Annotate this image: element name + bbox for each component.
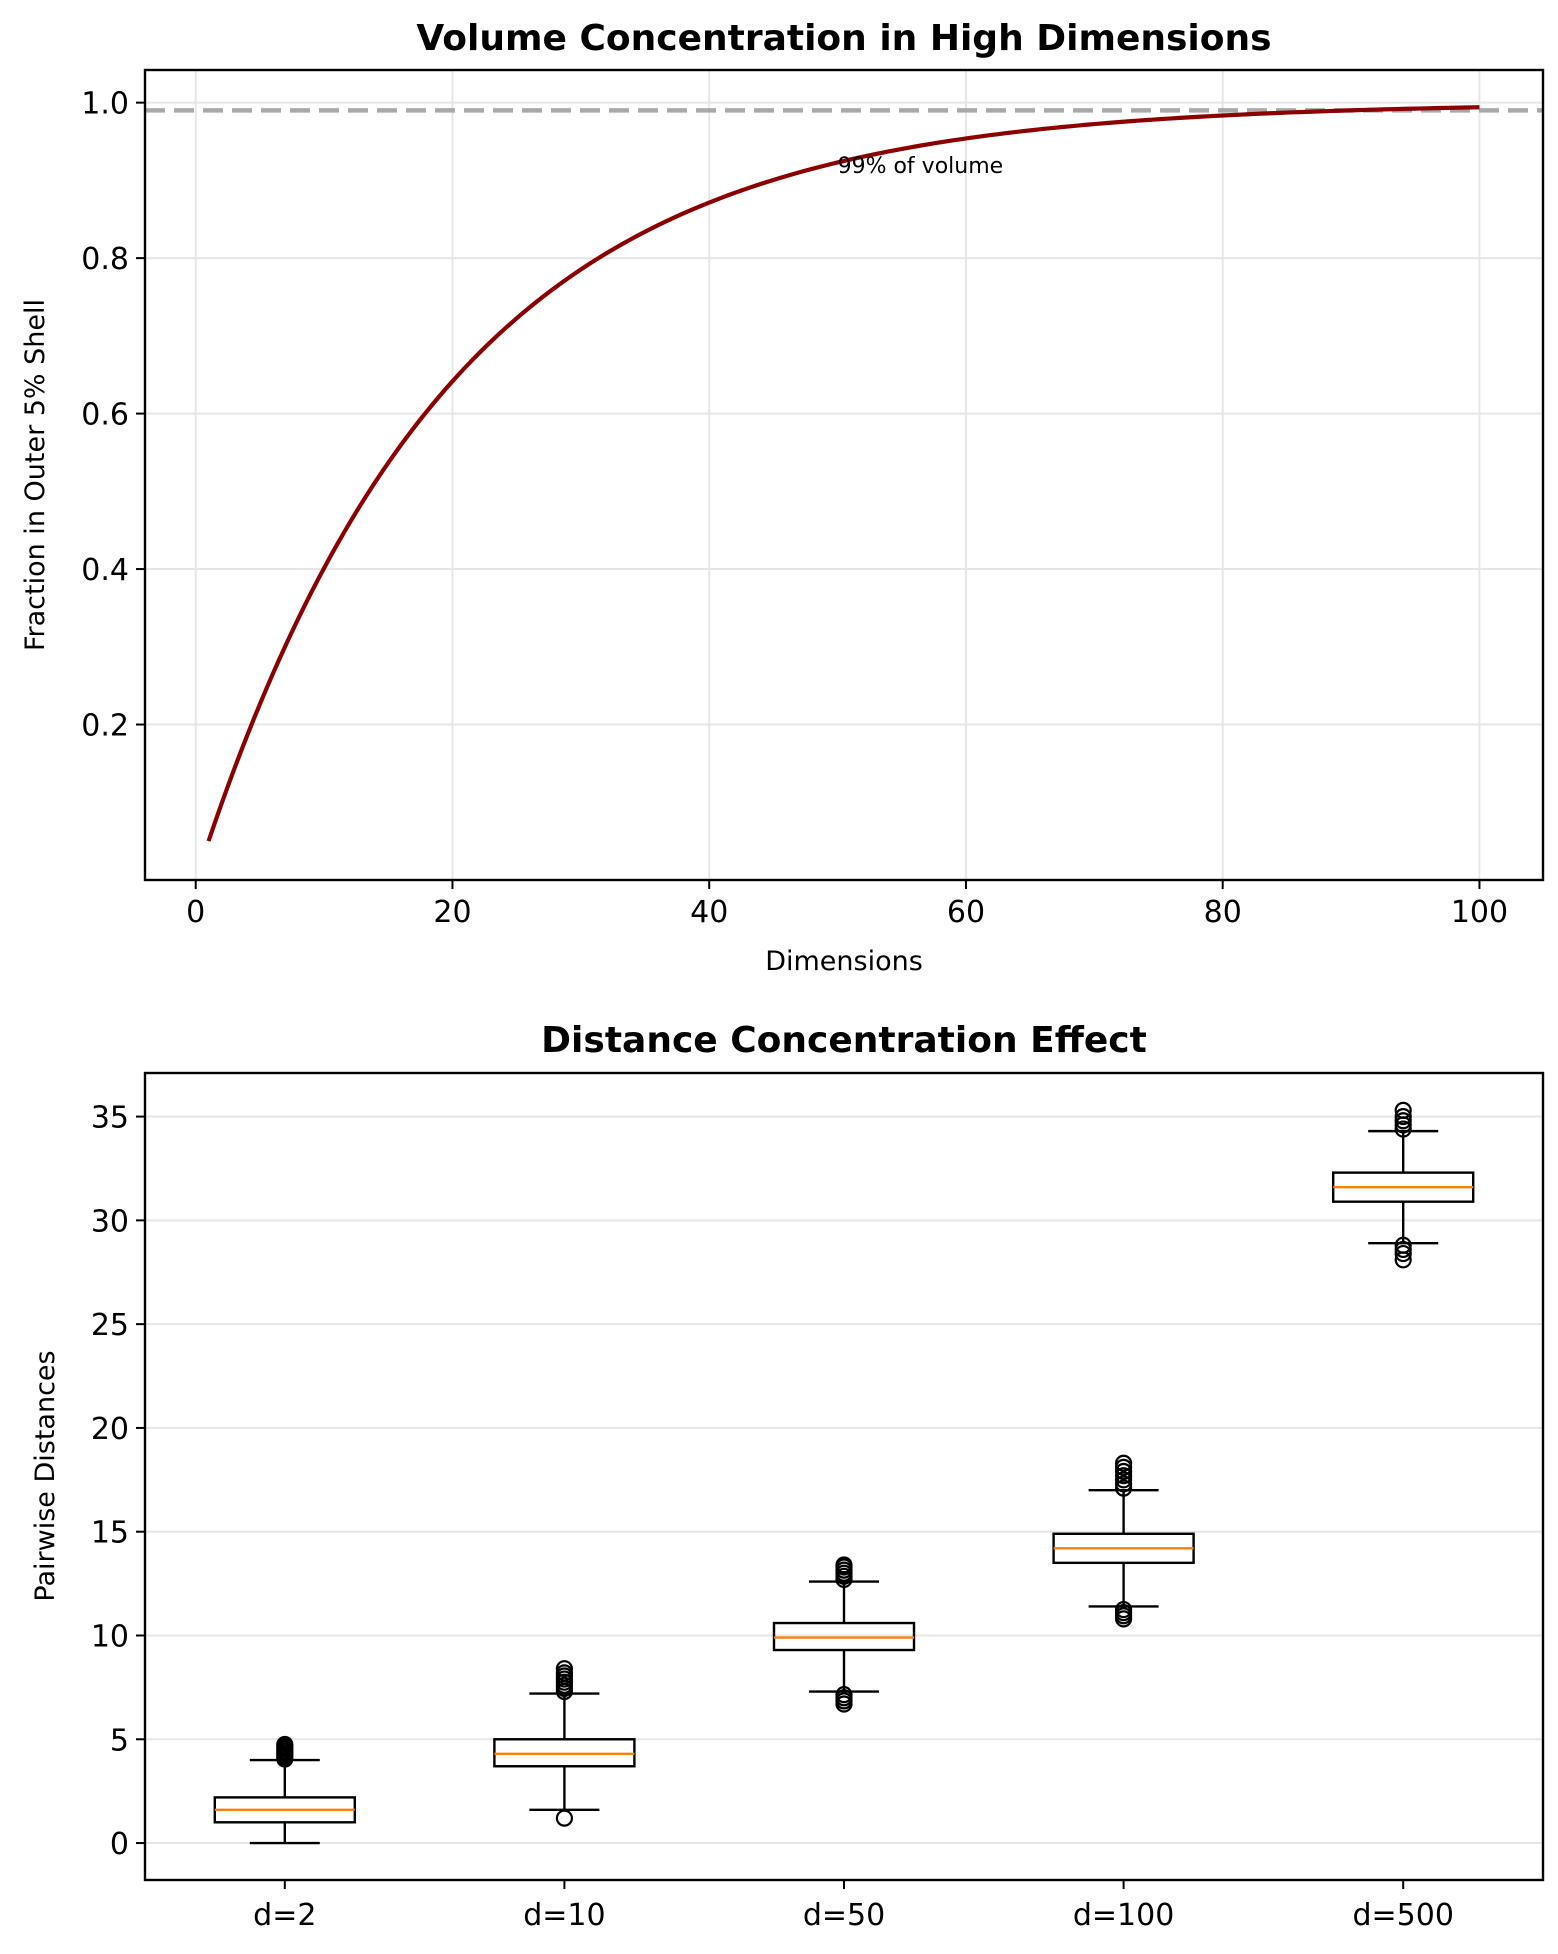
x-tick-label: 20 (433, 895, 471, 930)
y-tick-label: 35 (91, 1101, 129, 1136)
x-tick-label: 100 (1451, 895, 1508, 930)
volume-chart-frame (143, 68, 1545, 882)
distance-chart-ticks: 0 5 10 15 20 25 30 35 d=2 d=10 d=50 d=100 d=500 (91, 1101, 1454, 1933)
box-d=50 (772, 1556, 916, 1713)
box-d=2 (213, 1735, 357, 1845)
y-tick-label: 0.2 (81, 709, 129, 744)
x-tick-label: d=100 (1073, 1898, 1174, 1933)
distance-chart-title: Distance Concentration Effect (541, 1020, 1147, 1061)
y-tick-label: 15 (91, 1516, 129, 1551)
annotation-99-volume: 99% of volume (838, 154, 1004, 179)
x-tick-label: 80 (1204, 895, 1242, 930)
volume-chart-ylabel: Fraction in Outer 5% Shell (20, 299, 51, 651)
y-tick-label: 0.4 (81, 553, 129, 588)
box-d=500 (1331, 1101, 1475, 1269)
outlier-point (1394, 1101, 1412, 1119)
outlier-point (835, 1686, 853, 1704)
outlier-point (1394, 1107, 1412, 1126)
distance-chart-boxes (213, 1101, 1475, 1845)
y-tick-label: 25 (91, 1308, 129, 1343)
outlier-point (1114, 1600, 1133, 1619)
y-tick-label: 0.6 (81, 398, 129, 433)
volume-chart: 0 20 40 60 80 100 0.2 0.4 0.6 0.8 1.0 99% of volum… (20, 18, 1545, 977)
y-tick-label: 10 (91, 1619, 129, 1654)
distance-chart-ylabel: Pairwise Distances (30, 1350, 61, 1601)
outlier-point (835, 1556, 853, 1574)
y-tick-label: 0 (110, 1827, 129, 1862)
x-tick-label: d=10 (523, 1898, 605, 1933)
volume-chart-ticks: 0 20 40 60 80 100 0.2 0.4 0.6 0.8 1.0 (81, 87, 1508, 930)
y-tick-label: 30 (91, 1204, 129, 1239)
outlier-point (555, 1809, 574, 1827)
outlier-point (1394, 1236, 1412, 1254)
box-d=100 (1052, 1454, 1195, 1628)
volume-chart-grid (145, 70, 1543, 880)
volume-chart-title: Volume Concentration in High Dimensions (416, 18, 1271, 59)
x-tick-label: 60 (947, 895, 985, 930)
outlier-point (276, 1735, 294, 1754)
volume-chart-series (206, 105, 1480, 842)
distance-chart: 0 5 10 15 20 25 30 35 d=2 d=10 d=50 d=100 d=500 Dist… (30, 1020, 1545, 1933)
outlier-point (555, 1660, 574, 1678)
distance-chart-grid (145, 1115, 1543, 1845)
x-tick-label: 0 (186, 895, 205, 930)
x-tick-label: 40 (690, 895, 728, 930)
x-tick-label: d=500 (1352, 1898, 1453, 1933)
volume-chart-xlabel: Dimensions (765, 946, 923, 977)
x-tick-label: d=50 (803, 1898, 885, 1933)
y-tick-label: 0.8 (81, 242, 129, 277)
fraction-curve (206, 105, 1480, 842)
y-tick-label: 5 (110, 1723, 129, 1758)
outlier-point (1114, 1454, 1133, 1472)
y-tick-label: 20 (91, 1412, 129, 1447)
box-d=10 (493, 1660, 636, 1827)
y-tick-label: 1.0 (81, 87, 129, 122)
x-tick-label: d=2 (253, 1898, 316, 1933)
